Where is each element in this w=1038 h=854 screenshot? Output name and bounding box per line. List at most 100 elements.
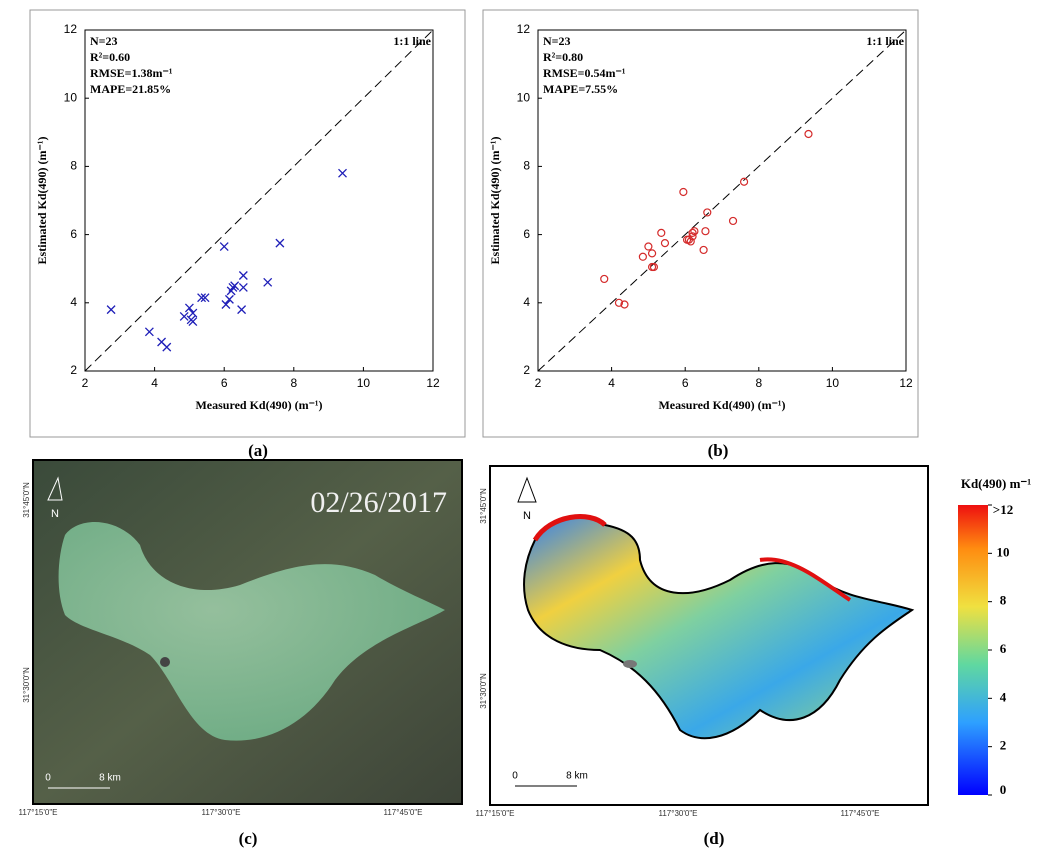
point <box>275 238 285 248</box>
point <box>184 303 194 313</box>
point <box>703 208 712 217</box>
y-tick-label: 8 <box>70 159 77 173</box>
point <box>188 317 198 327</box>
y-tick-label: 8 <box>523 159 530 173</box>
latitude-label: 31°45'0"N <box>22 482 31 518</box>
point <box>224 294 234 304</box>
scale-label: 0 <box>45 773 51 784</box>
north-arrow <box>517 476 537 503</box>
panel-frame <box>29 9 466 438</box>
longitude-label: 117°45'0"E <box>840 809 879 818</box>
panel-frame <box>482 9 919 438</box>
point <box>739 177 749 186</box>
point <box>644 242 653 251</box>
scale-label: 0 <box>512 771 518 782</box>
x-tick-label: 8 <box>290 376 297 390</box>
annotation: R²=0.60 <box>90 50 130 64</box>
x-tick-label: 10 <box>826 376 840 390</box>
date-label: 02/26/2017 <box>310 486 447 519</box>
x-tick-label: 4 <box>151 376 158 390</box>
x-tick-label: 2 <box>535 376 542 390</box>
colorbar-title: Kd(490) m⁻¹ <box>961 476 1031 491</box>
x-tick-label: 10 <box>357 376 371 390</box>
colorbar-tick-label: 4 <box>1000 689 1007 704</box>
point <box>263 277 273 287</box>
panel-label: (d) <box>704 829 725 848</box>
point <box>682 235 692 244</box>
island <box>623 660 637 668</box>
latitude-label: 31°30'0"N <box>479 673 488 709</box>
y-tick-label: 12 <box>517 22 531 36</box>
x-tick-label: 12 <box>899 376 913 390</box>
point <box>219 242 229 251</box>
line-label: 1:1 line <box>393 34 431 48</box>
lake <box>58 522 446 741</box>
plot-area <box>537 29 907 372</box>
line-label: 1:1 line <box>866 34 904 48</box>
x-tick-label: 6 <box>221 376 228 390</box>
annotation: MAPE=7.55% <box>543 82 618 96</box>
plot-area <box>84 29 434 372</box>
annotation: N=23 <box>543 34 571 48</box>
lake-edge <box>759 557 852 602</box>
point <box>197 293 207 303</box>
north-label: N <box>523 510 531 522</box>
x-axis-label: Measured Kd(490) (m⁻¹) <box>195 398 322 412</box>
kd-map <box>523 515 915 740</box>
north-label: N <box>51 508 59 520</box>
scale-label: 8 km <box>566 771 588 782</box>
panel-label: (a) <box>248 441 268 460</box>
point <box>106 305 116 315</box>
annotation: R²=0.80 <box>543 50 583 64</box>
y-tick-label: 12 <box>64 22 78 36</box>
point <box>649 262 659 272</box>
x-tick-label: 8 <box>755 376 762 390</box>
annotation: MAPE=21.85% <box>90 82 171 96</box>
one-to-one-line <box>84 29 434 372</box>
point <box>230 281 240 291</box>
y-tick-label: 10 <box>517 90 531 104</box>
colorbar-tick-label: 8 <box>1000 593 1007 608</box>
x-axis-label: Measured Kd(490) (m⁻¹) <box>658 398 785 412</box>
colorbar <box>958 505 988 795</box>
y-tick-label: 6 <box>523 227 530 241</box>
point <box>688 228 697 237</box>
y-axis-label: Estimated Kd(490) (m⁻¹) <box>488 137 502 265</box>
y-axis-label: Estimated Kd(490) (m⁻¹) <box>35 137 49 265</box>
x-tick-label: 12 <box>426 376 440 390</box>
latitude-label: 31°30'0"N <box>22 667 31 703</box>
point <box>638 252 647 261</box>
point <box>660 239 670 248</box>
point <box>620 300 629 309</box>
panel-label: (b) <box>708 441 729 460</box>
point <box>690 227 699 236</box>
colorbar-tick-label: 10 <box>997 544 1010 559</box>
colorbar-tick-label: >12 <box>993 502 1013 517</box>
point <box>600 274 609 284</box>
point <box>221 300 231 309</box>
point <box>179 311 189 321</box>
y-tick-label: 2 <box>523 363 530 377</box>
point <box>237 305 247 315</box>
point <box>657 228 666 237</box>
point <box>238 282 248 292</box>
colorbar-tick-label: 0 <box>1000 782 1007 797</box>
point <box>144 327 154 337</box>
point <box>162 342 172 352</box>
point <box>647 249 657 258</box>
longitude-label: 117°15'0"E <box>18 808 57 817</box>
point <box>679 187 688 197</box>
latitude-label: 31°45'0"N <box>479 488 488 524</box>
annotation: RMSE=1.38m⁻¹ <box>90 66 173 80</box>
y-tick-label: 6 <box>70 227 77 241</box>
point <box>804 129 813 139</box>
y-tick-label: 10 <box>64 90 78 104</box>
annotation: N=23 <box>90 34 118 48</box>
longitude-label: 117°45'0"E <box>383 808 422 817</box>
point <box>614 298 624 307</box>
y-tick-label: 4 <box>70 295 77 309</box>
longitude-label: 117°30'0"E <box>658 809 697 818</box>
scale-label: 8 km <box>99 773 121 784</box>
x-tick-label: 6 <box>682 376 689 390</box>
